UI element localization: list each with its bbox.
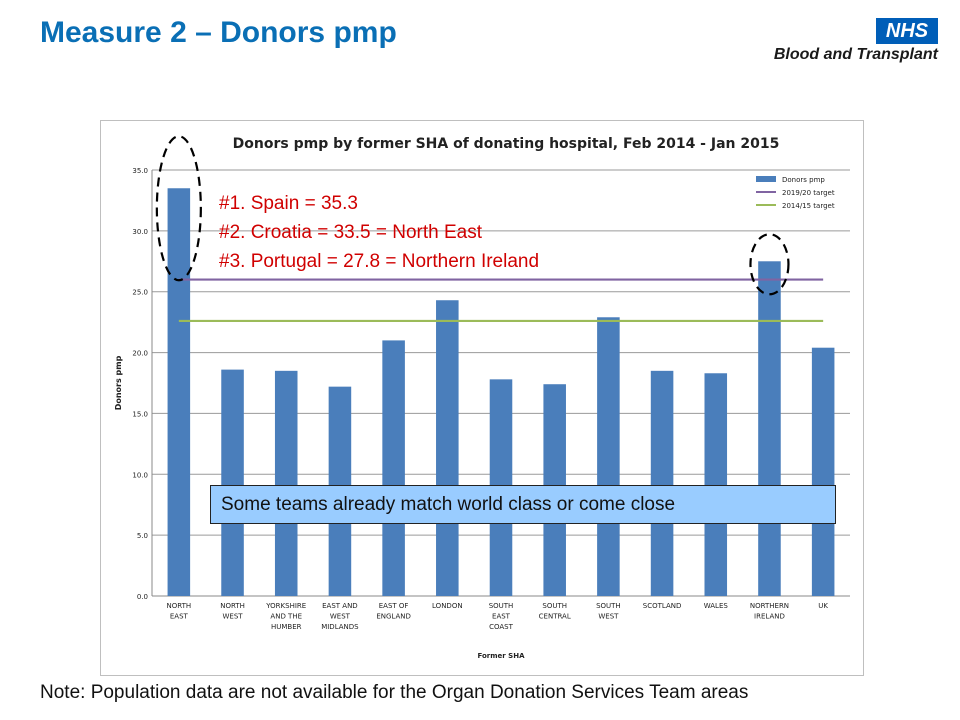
x-tick-label: NORTH [220,602,245,610]
bar [811,347,835,596]
bar [221,369,244,596]
world-class-callout: Some teams already match world class or … [210,485,836,524]
world-rank-3: #3. Portugal = 27.8 = Northern Ireland [219,251,540,272]
x-tick-label: LONDON [432,602,463,610]
legend-label: 2014/15 target [782,202,835,210]
x-tick-label: SOUTH [542,602,567,610]
y-tick-label: 10.0 [132,471,148,479]
world-rank-2: #2. Croatia = 33.5 = North East [219,222,482,243]
x-tick-label: HUMBER [271,623,302,631]
y-tick-label: 5.0 [137,532,148,540]
x-tick-label: ENGLAND [376,613,411,621]
x-tick-label: WEST [598,613,619,621]
bar [167,188,191,596]
x-tick-label: SOUTH [489,602,514,610]
bar [274,370,298,596]
legend-label: Donors pmp [782,176,825,184]
highlight-ellipse [749,233,790,296]
x-tick-label: EAST AND [322,602,358,610]
x-tick-label: IRELAND [754,613,785,621]
bar [650,370,674,596]
y-tick-label: 25.0 [132,289,148,297]
nhs-logo-text: Blood and Transplant [773,46,938,63]
bar [436,300,459,596]
slide-title: Measure 2 – Donors pmp [40,16,397,49]
nhs-logo-badge: NHS [876,18,938,44]
world-rank-1: #1. Spain = 35.3 [219,193,358,214]
bar [758,261,781,596]
footnote: Note: Population data are not available … [40,682,749,703]
x-tick-label: WALES [704,602,729,610]
x-tick-label: SCOTLAND [643,602,682,610]
bar [597,317,620,596]
x-tick-label: AND THE [270,613,302,621]
y-axis-title: Donors pmp [114,355,123,410]
x-tick-label: YORKSHIRE [265,602,306,610]
y-tick-label: 15.0 [132,410,148,418]
legend-label: 2019/20 target [782,189,835,197]
bar [382,340,405,596]
x-tick-label: SOUTH [596,602,621,610]
x-tick-label: WEST [222,613,243,621]
x-tick-label: EAST [492,613,511,621]
x-tick-label: COAST [489,623,514,631]
x-tick-label: EAST [170,613,189,621]
x-tick-label: WEST [330,613,351,621]
bar [704,373,728,596]
y-tick-label: 35.0 [132,167,148,175]
x-tick-label: CENTRAL [539,613,571,621]
x-tick-label: NORTHERN [750,602,789,610]
x-tick-label: NORTH [167,602,192,610]
chart-title: Donors pmp by former SHA of donating hos… [233,136,780,152]
world-ranks-annotation: #1. Spain = 35.3 #2. Croatia = 33.5 = No… [219,189,539,276]
y-tick-label: 0.0 [137,593,148,601]
y-tick-label: 30.0 [132,228,148,236]
nhs-logo: NHS Blood and Transplant [738,18,938,68]
x-tick-label: EAST OF [379,602,409,610]
legend-swatch-bar [756,176,776,182]
highlight-ellipse [155,135,202,282]
x-axis-title: Former SHA [477,652,525,660]
y-tick-label: 20.0 [132,350,148,358]
x-tick-label: UK [818,602,828,610]
x-tick-label: MIDLANDS [321,623,359,631]
